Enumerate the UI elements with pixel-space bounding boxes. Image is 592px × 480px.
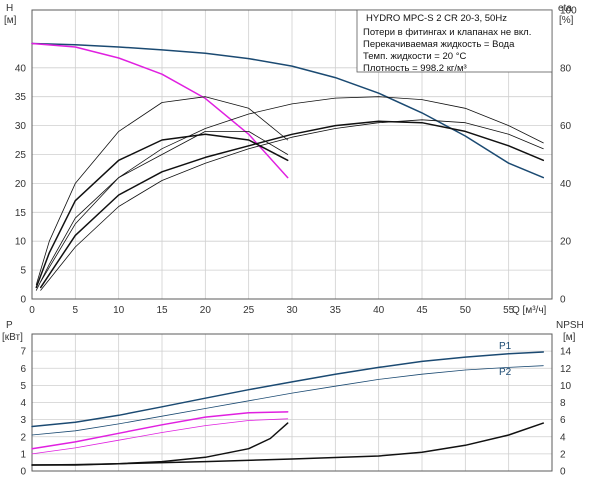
bottom-series-2-line bbox=[31, 411, 289, 450]
y-tick-label: 25 bbox=[15, 150, 27, 161]
head-axis-label: H bbox=[6, 3, 13, 14]
y-tick-label: 7 bbox=[20, 347, 26, 358]
x-tick-label: 45 bbox=[416, 305, 428, 316]
bottom-series-4-line bbox=[31, 422, 289, 466]
y2-tick-label: 100 bbox=[560, 6, 577, 17]
y-tick-label: 5 bbox=[20, 266, 26, 277]
y-tick-label: 20 bbox=[15, 179, 27, 190]
series-label-p1: P1 bbox=[499, 341, 512, 352]
x-tick-label: 50 bbox=[460, 305, 472, 316]
power-axis-unit: [кВт] bbox=[2, 332, 23, 343]
x-tick-label: 25 bbox=[243, 305, 255, 316]
top-series-5-line bbox=[39, 120, 545, 289]
x-tick-label: 40 bbox=[373, 305, 385, 316]
top-plot-ticks: 0 5 10 15 20 25 30 35 40 45 50 55 0 5 10 15 20 25 30 35 40 0 2… bbox=[15, 6, 577, 317]
y-tick-label: 4 bbox=[20, 398, 26, 409]
y2-tick-label: 2 bbox=[560, 449, 566, 460]
top-series-7-line bbox=[40, 119, 544, 291]
npsh-axis-unit: [м] bbox=[563, 332, 576, 343]
y2-tick-label: 12 bbox=[560, 364, 572, 375]
y2-tick-label: 0 bbox=[560, 295, 566, 306]
y2-tick-label: 14 bbox=[560, 347, 572, 358]
y-tick-label: 15 bbox=[15, 208, 27, 219]
bottom-series-0-line bbox=[31, 351, 545, 428]
x-tick-label: 10 bbox=[113, 305, 125, 316]
note-liquid: Перекачиваемая жидкость = Вода bbox=[363, 39, 515, 50]
bottom-series-3-line bbox=[31, 418, 289, 455]
bottom-plot-curves bbox=[31, 351, 545, 466]
top-series-3-line bbox=[35, 96, 289, 286]
x-tick-label: 5 bbox=[73, 305, 79, 316]
y-tick-label: 2 bbox=[20, 432, 26, 443]
eta-axis-label: eta bbox=[558, 3, 572, 14]
bottom-series-1-line bbox=[31, 365, 544, 436]
y-tick-label: 3 bbox=[20, 415, 26, 426]
y-tick-label: 1 bbox=[20, 449, 26, 460]
note-temperature: Темп. жидкости = 20 °C bbox=[363, 51, 466, 62]
y-tick-label: 35 bbox=[15, 92, 27, 103]
y-tick-label: 5 bbox=[20, 381, 26, 392]
eta-axis-unit: [%] bbox=[559, 15, 574, 26]
y2-tick-label: 10 bbox=[560, 381, 572, 392]
bottom-plot-frame bbox=[31, 333, 553, 472]
x-tick-label: 35 bbox=[330, 305, 342, 316]
top-series-4-line bbox=[35, 130, 289, 291]
top-plot-frame bbox=[31, 9, 553, 300]
note-fittings: Потери в фитингах и клапанах не вкл. bbox=[363, 27, 531, 38]
y-tick-label: 6 bbox=[20, 364, 26, 375]
power-axis-label: P bbox=[6, 320, 13, 331]
npsh-axis-label: NPSH bbox=[556, 320, 584, 331]
top-series-6-line bbox=[40, 96, 544, 283]
top-series-1-line bbox=[31, 42, 289, 179]
y2-tick-label: 20 bbox=[560, 237, 572, 248]
x-tick-label: 30 bbox=[286, 305, 298, 316]
y-tick-label: 0 bbox=[20, 295, 26, 306]
y2-tick-label: 80 bbox=[560, 63, 572, 74]
chart-title: HYDRO MPC-S 2 CR 20-3, 50Hz bbox=[366, 13, 507, 24]
head-axis-unit: [м] bbox=[4, 15, 17, 26]
top-plot-curves bbox=[31, 42, 545, 291]
top-series-2-line bbox=[35, 133, 289, 289]
bottom-series-5-line bbox=[31, 422, 545, 466]
top-series-0-line bbox=[31, 42, 545, 179]
y-tick-label: 10 bbox=[15, 237, 27, 248]
info-box bbox=[356, 9, 553, 73]
x-tick-label: 55 bbox=[503, 305, 515, 316]
x-tick-label: 20 bbox=[200, 305, 212, 316]
y-tick-label: 0 bbox=[20, 467, 26, 478]
y2-tick-label: 8 bbox=[560, 398, 566, 409]
y2-tick-label: 40 bbox=[560, 179, 572, 190]
y2-tick-label: 6 bbox=[560, 415, 566, 426]
y2-tick-label: 60 bbox=[560, 121, 572, 132]
note-density: Плотность = 998.2 кг/м³ bbox=[363, 63, 467, 74]
bottom-plot-grid bbox=[32, 334, 552, 471]
x-tick-label: 15 bbox=[156, 305, 168, 316]
series-label-p2: P2 bbox=[499, 367, 512, 378]
y2-tick-label: 4 bbox=[560, 432, 566, 443]
y-tick-label: 40 bbox=[15, 63, 27, 74]
flow-axis-label: Q [м³/ч] bbox=[512, 305, 547, 316]
y-tick-label: 30 bbox=[15, 121, 27, 132]
x-tick-label: 0 bbox=[29, 305, 35, 316]
y2-tick-label: 0 bbox=[560, 467, 566, 478]
